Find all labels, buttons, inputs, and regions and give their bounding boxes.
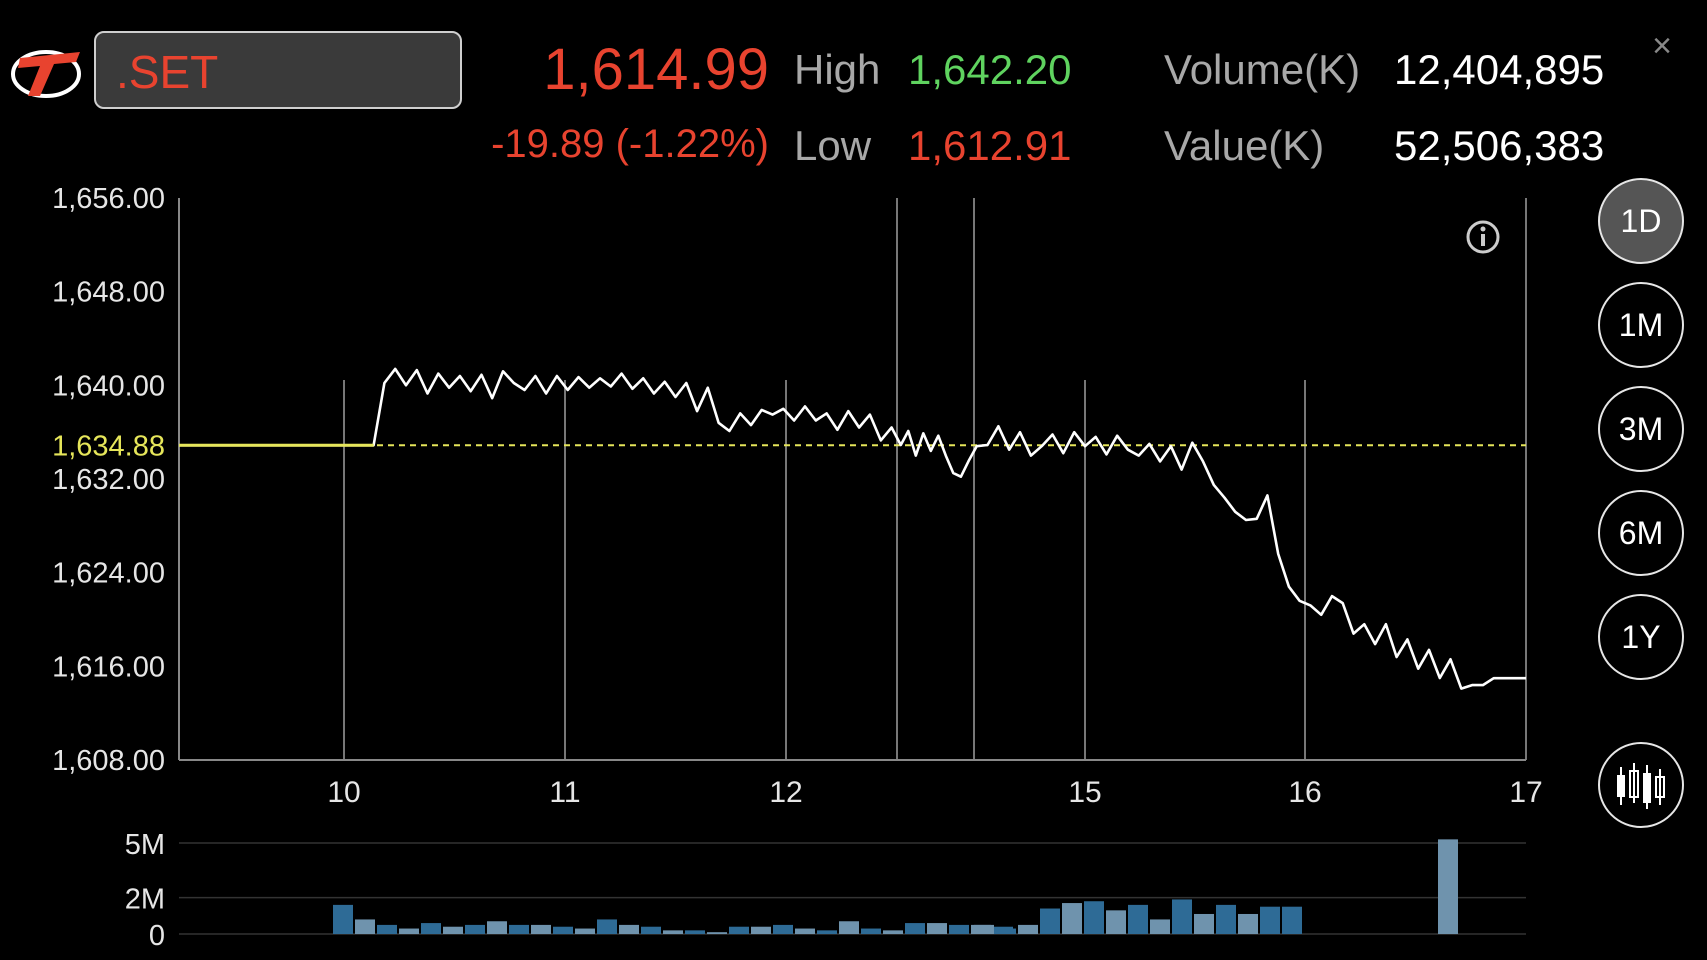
volume-bar — [707, 932, 727, 934]
volume-bar — [531, 924, 551, 934]
volume-value: 12,404,895 — [1394, 46, 1605, 93]
volume-bar — [1018, 924, 1038, 934]
range-button-6m[interactable]: 6M — [1598, 490, 1684, 576]
low-value: 1,612.91 — [908, 122, 1072, 169]
volume-bar — [1282, 906, 1302, 934]
y-tick-label: 1,640.00 — [52, 370, 165, 402]
x-tick-label: 16 — [1288, 776, 1321, 809]
value-value: 52,506,383 — [1394, 122, 1605, 169]
volume-bar — [553, 926, 573, 934]
candlestick-icon — [1617, 763, 1665, 809]
volume-bar — [1172, 899, 1192, 934]
volume-bar — [1128, 904, 1148, 934]
volume-bar — [839, 921, 859, 934]
x-tick-label: 12 — [769, 776, 802, 809]
x-tick-label: 15 — [1068, 776, 1101, 809]
x-tick-label: 17 — [1509, 776, 1542, 809]
prev-close-label: 1,634.88 — [52, 430, 165, 462]
volume-bar — [399, 928, 419, 934]
low-label: Low — [794, 122, 872, 169]
volume-tick-label: 5M — [125, 829, 165, 861]
logo-icon — [11, 50, 81, 98]
volume-bar — [974, 924, 994, 934]
volume-bar — [795, 928, 815, 934]
volume-tick-label: 0 — [149, 920, 165, 952]
volume-bar — [927, 923, 947, 934]
range-button-1y[interactable]: 1Y — [1598, 594, 1684, 680]
volume-bar — [949, 924, 969, 934]
volume-bar — [421, 923, 441, 934]
range-button-1m[interactable]: 1M — [1598, 282, 1684, 368]
last-price: 1,614.99 — [543, 37, 769, 102]
volume-bar — [663, 930, 683, 934]
value-label: Value(K) — [1164, 122, 1325, 169]
volume-bar — [333, 904, 353, 934]
volume-bar — [1150, 919, 1170, 934]
volume-bar — [443, 926, 463, 934]
high-value: 1,642.20 — [908, 46, 1072, 93]
info-icon[interactable] — [1466, 220, 1500, 254]
y-tick-label: 1,616.00 — [52, 651, 165, 683]
close-icon[interactable]: × — [1652, 27, 1672, 65]
volume-bar — [575, 928, 595, 934]
volume-bar — [597, 919, 617, 934]
volume-bar — [773, 924, 793, 934]
volume-bar — [487, 921, 507, 934]
volume-bar — [377, 924, 397, 934]
y-tick-label: 1,624.00 — [52, 558, 165, 590]
volume-bar — [641, 926, 661, 934]
volume-bar — [996, 928, 1016, 934]
volume-bar — [1040, 908, 1060, 934]
volume-bar — [465, 924, 485, 934]
range-button-1d[interactable]: 1D — [1598, 178, 1684, 264]
volume-bar — [619, 924, 639, 934]
y-tick-label: 1,656.00 — [52, 183, 165, 215]
y-tick-label: 1,632.00 — [52, 464, 165, 496]
volume-bar — [1194, 913, 1214, 934]
symbol-text: .SET — [116, 46, 219, 98]
volume-tick-label: 2M — [125, 884, 165, 916]
volume-bar — [1216, 904, 1236, 934]
candlestick-button[interactable] — [1598, 742, 1684, 828]
volume-bar — [751, 926, 771, 934]
volume-bar — [1438, 839, 1458, 934]
volume-label: Volume(K) — [1164, 46, 1361, 93]
volume-bar — [729, 926, 749, 934]
volume-bar — [1238, 913, 1258, 934]
volume-bar — [1106, 910, 1126, 934]
volume-bar — [861, 928, 881, 934]
volume-bar — [509, 924, 529, 934]
volume-bar — [817, 930, 837, 934]
y-tick-label: 1,648.00 — [52, 277, 165, 309]
volume-bar — [1084, 901, 1104, 934]
symbol-input[interactable]: .SET — [94, 31, 462, 109]
x-tick-label: 10 — [327, 776, 360, 809]
price-line — [179, 367, 1526, 690]
price-change: -19.89 (-1.22%) — [491, 122, 769, 166]
volume-bar — [905, 923, 925, 934]
high-label: High — [794, 46, 881, 93]
range-button-3m[interactable]: 3M — [1598, 386, 1684, 472]
volume-bar — [355, 919, 375, 934]
volume-bar — [685, 930, 705, 934]
volume-bar — [1260, 906, 1280, 934]
y-tick-label: 1,608.00 — [52, 745, 165, 777]
volume-bar — [883, 930, 903, 934]
volume-bar — [1062, 903, 1082, 934]
x-tick-label: 11 — [549, 776, 580, 809]
